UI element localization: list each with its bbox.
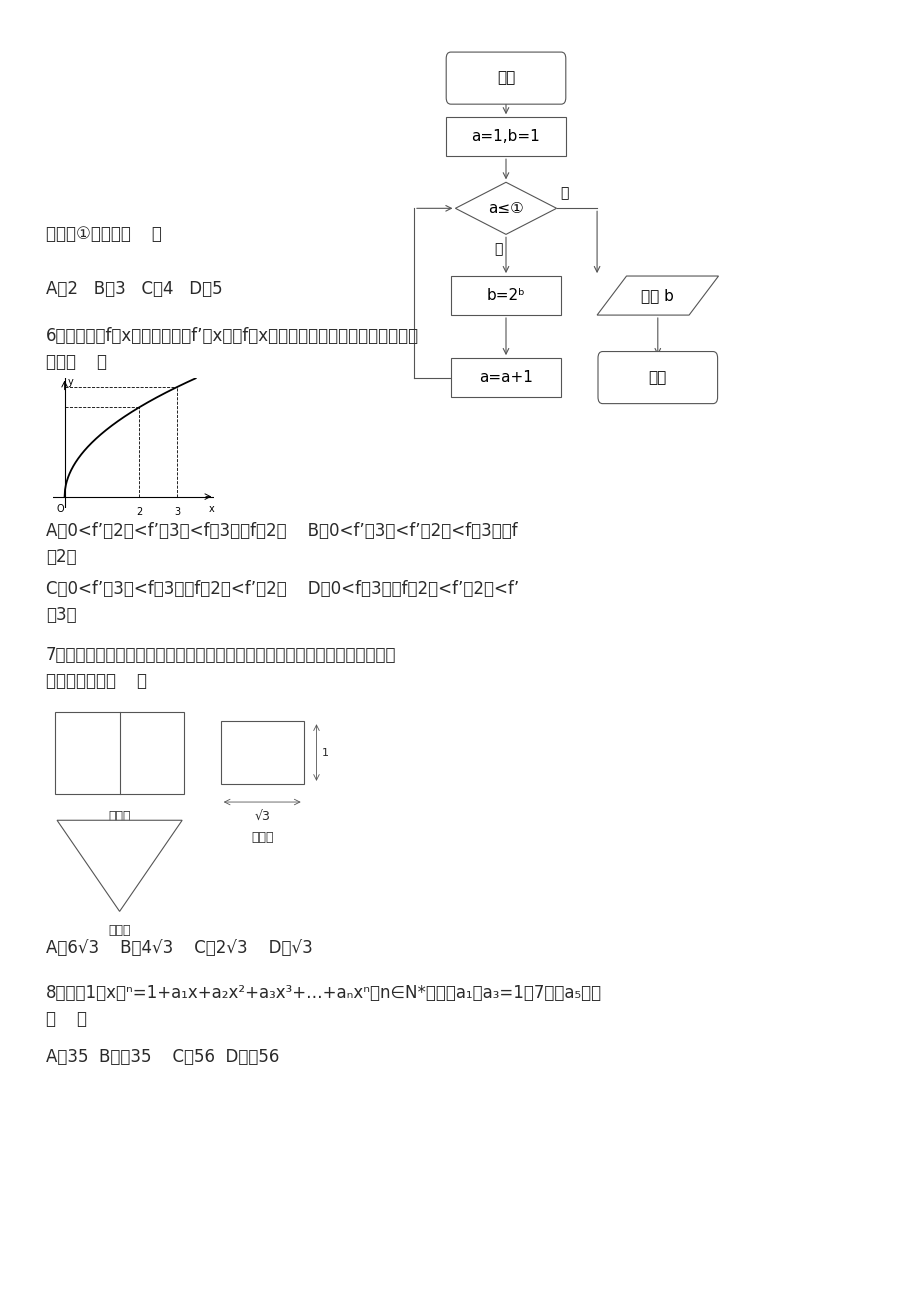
Text: 1: 1 — [322, 747, 329, 758]
Text: a=a+1: a=a+1 — [479, 370, 532, 385]
Text: 的是（    ）: 的是（ ） — [46, 353, 107, 371]
FancyBboxPatch shape — [446, 52, 565, 104]
Polygon shape — [596, 276, 718, 315]
Text: a≤①: a≤① — [488, 201, 523, 216]
Text: A．2   B．3   C．4   D．5: A．2 B．3 C．4 D．5 — [46, 280, 222, 298]
Bar — [446, 117, 565, 156]
Bar — [55, 712, 184, 794]
Text: 结束: 结束 — [648, 370, 666, 385]
Bar — [450, 276, 561, 315]
Text: C．0<f’（3）<f（3）－f（2）<f’（2）    D．0<f（3）－f（2）<f’（2）<f’: C．0<f’（3）<f（3）－f（2）<f’（2） D．0<f（3）－f（2）<… — [46, 579, 518, 598]
Text: A．35  B．－35    C．56  D．－56: A．35 B．－35 C．56 D．－56 — [46, 1048, 279, 1066]
Text: （    ）: （ ） — [46, 1010, 87, 1029]
Polygon shape — [57, 820, 182, 911]
Text: 开始: 开始 — [496, 70, 515, 86]
FancyBboxPatch shape — [597, 352, 717, 404]
Text: √3: √3 — [254, 810, 270, 823]
Text: 俦视图: 俦视图 — [108, 924, 130, 937]
Text: 7．一个正三棱柱（底面为正三角形的直棱柱）的三视图如图所示，则这个正三: 7．一个正三棱柱（底面为正三角形的直棱柱）的三视图如图所示，则这个正三 — [46, 646, 396, 664]
Text: 正视图: 正视图 — [108, 810, 130, 823]
Text: 断框内①处应填（    ）: 断框内①处应填（ ） — [46, 225, 162, 243]
Text: 是: 是 — [494, 242, 503, 256]
Text: 6．已知函数f（x）图象如图，f’（x）是f（x）的导函数，则下列数值排序正确: 6．已知函数f（x）图象如图，f’（x）是f（x）的导函数，则下列数值排序正确 — [46, 327, 419, 345]
Text: 8．若（1－x）ⁿ=1+a₁x+a₂x²+a₃x³+…+aₙxⁿ（n∈N*），且a₁：a₃=1：7，则a₅等于: 8．若（1－x）ⁿ=1+a₁x+a₂x²+a₃x³+…+aₙxⁿ（n∈N*），且… — [46, 984, 601, 1003]
Text: 側视图: 側视图 — [251, 831, 273, 844]
Text: 否: 否 — [560, 186, 568, 201]
Text: 输出 b: 输出 b — [641, 288, 674, 303]
Text: a=1,b=1: a=1,b=1 — [471, 129, 539, 145]
Text: A．6√3    B．4√3    C．2√3    D．√3: A．6√3 B．4√3 C．2√3 D．√3 — [46, 939, 312, 957]
Text: b=2ᵇ: b=2ᵇ — [486, 288, 525, 303]
Text: 棱柱的体积为（    ）: 棱柱的体积为（ ） — [46, 672, 147, 690]
Polygon shape — [455, 182, 556, 234]
Bar — [450, 358, 561, 397]
Text: （3）: （3） — [46, 605, 76, 624]
Text: （2）: （2） — [46, 548, 76, 566]
Text: A．0<f’（2）<f’（3）<f（3）－f（2）    B．0<f’（3）<f’（2）<f（3）－f: A．0<f’（2）<f’（3）<f（3）－f（2） B．0<f’（3）<f’（2… — [46, 522, 517, 540]
Bar — [221, 721, 303, 784]
